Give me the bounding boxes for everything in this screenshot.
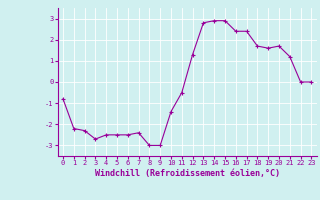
X-axis label: Windchill (Refroidissement éolien,°C): Windchill (Refroidissement éolien,°C): [95, 169, 280, 178]
